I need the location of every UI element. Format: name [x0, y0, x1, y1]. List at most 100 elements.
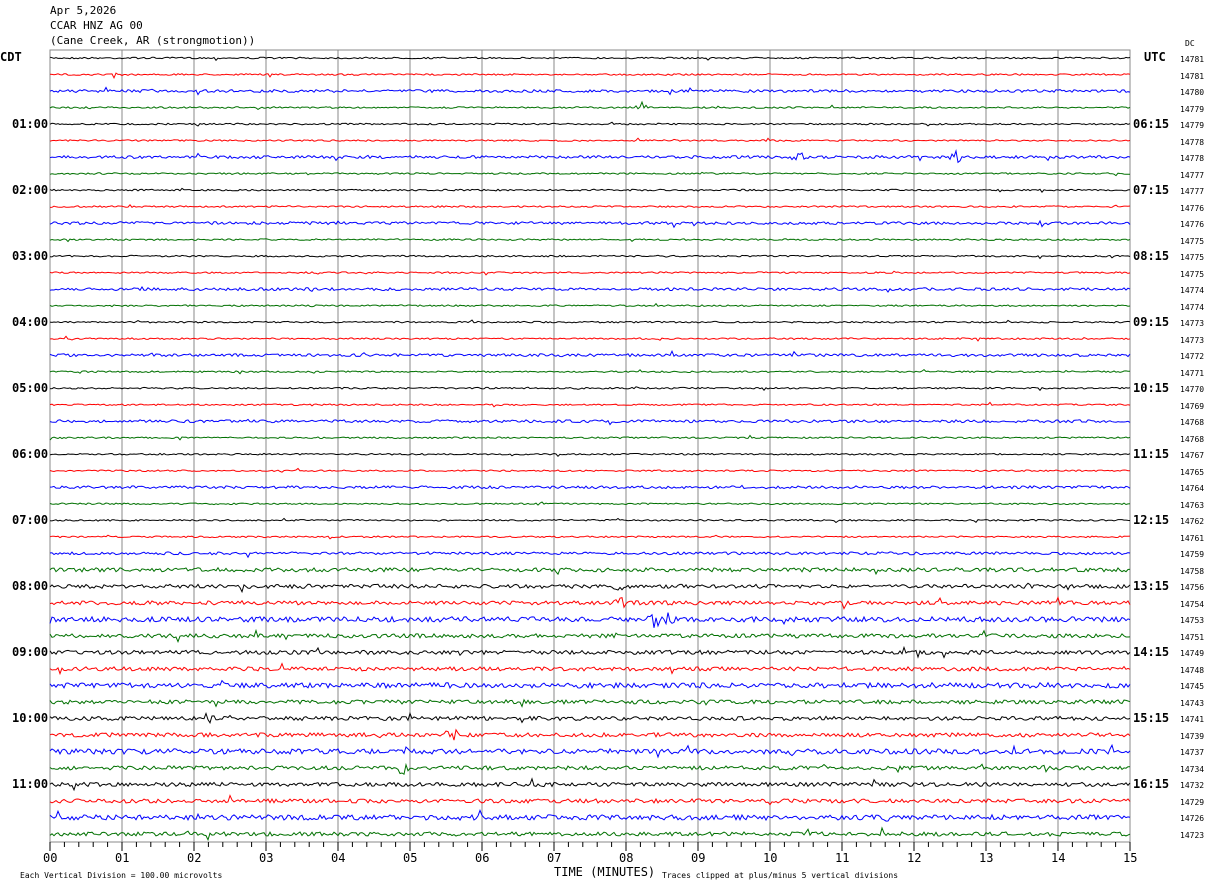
seismic-trace: [49, 238, 1131, 243]
dc-value: 14773: [1180, 319, 1205, 329]
cdt-hour-label: 08:00: [12, 579, 49, 594]
dc-label: DC: [1185, 39, 1195, 48]
seismic-trace: [49, 794, 1131, 806]
cdt-hour-label: 10:00: [12, 711, 49, 726]
dc-value: 14770: [1180, 385, 1205, 395]
x-tick-label: 09: [691, 851, 706, 865]
station-location: (Cane Creek, AR (strongmotion)): [50, 34, 256, 47]
dc-value: 14768: [1180, 434, 1205, 444]
seismic-trace: [49, 534, 1131, 540]
cdt-hour-label: 02:00: [12, 183, 49, 198]
cdt-hour-label: 09:00: [12, 645, 49, 660]
dc-value: 14756: [1180, 583, 1205, 593]
utc-hour-label: 08:15: [1133, 249, 1170, 264]
utc-hour-label: 07:15: [1133, 183, 1170, 198]
seismic-trace: [49, 628, 1131, 643]
x-tick-label: 14: [1051, 851, 1066, 865]
x-tick-label: 03: [259, 851, 274, 865]
date: Apr 5,2026: [50, 4, 117, 17]
dc-value: 14777: [1180, 170, 1205, 180]
dc-value: 14779: [1180, 104, 1205, 114]
cdt-hour-label: 04:00: [12, 315, 49, 330]
seismic-trace: [49, 319, 1131, 324]
seismic-trace: [49, 612, 1131, 628]
dc-value: 14764: [1180, 484, 1205, 494]
right-timezone: UTC: [1144, 50, 1166, 64]
seismic-trace: [49, 743, 1131, 759]
x-tick-label: 10: [763, 851, 778, 865]
utc-hour-label: 06:15: [1133, 117, 1170, 132]
dc-value: 14741: [1180, 715, 1205, 725]
seismic-trace: [49, 72, 1131, 79]
dc-value: 14781: [1180, 71, 1205, 81]
cdt-hour-label: 11:00: [12, 777, 49, 792]
dc-value: 14779: [1180, 121, 1205, 131]
x-tick-label: 13: [979, 851, 994, 865]
seismic-trace: [49, 121, 1131, 127]
dc-value: 14759: [1180, 550, 1205, 560]
plot-frame: [49, 49, 1131, 843]
dc-value: 14781: [1180, 55, 1205, 64]
x-axis-title: TIME (MINUTES): [554, 865, 656, 879]
dc-value: 14768: [1180, 418, 1205, 428]
cdt-hour-label: 05:00: [12, 381, 49, 396]
seismic-trace: [49, 551, 1131, 559]
dc-value: 14729: [1180, 797, 1205, 807]
dc-value: 14774: [1180, 302, 1205, 312]
seismic-trace: [49, 56, 1131, 62]
dc-value: 14762: [1180, 517, 1205, 527]
cdt-hour-label: 01:00: [12, 117, 49, 132]
seismic-trace: [49, 100, 1131, 111]
utc-hour-label: 11:15: [1133, 447, 1170, 462]
seismic-trace: [49, 171, 1130, 177]
x-tick-label: 11: [835, 851, 850, 865]
seismic-trace: [49, 826, 1131, 842]
seismic-trace: [49, 254, 1131, 260]
dc-value: 14745: [1180, 682, 1205, 692]
dc-value: 14723: [1180, 830, 1205, 840]
seismic-trace: [49, 434, 1131, 441]
utc-hour-label: 16:15: [1133, 777, 1170, 792]
dc-value: 14739: [1180, 731, 1205, 741]
left-timezone: CDT: [0, 50, 22, 64]
dc-value: 14780: [1180, 88, 1205, 98]
dc-value: 14776: [1180, 203, 1205, 213]
dc-value: 14726: [1180, 814, 1205, 824]
seismic-trace: [49, 219, 1131, 229]
dc-value: 14758: [1180, 566, 1205, 576]
seismic-trace: [49, 728, 1131, 741]
seismic-trace: [49, 809, 1131, 822]
seismic-trace: [49, 270, 1131, 276]
dc-value: 14754: [1180, 599, 1205, 609]
x-tick-label: 04: [331, 851, 346, 865]
dc-value: 14778: [1180, 137, 1205, 147]
seismic-trace: [49, 349, 1131, 358]
seismic-trace: [49, 679, 1131, 690]
dc-value: 14751: [1180, 632, 1205, 642]
seismic-trace: [49, 204, 1131, 208]
dc-value: 14765: [1180, 467, 1205, 477]
seismic-trace: [49, 401, 1131, 408]
x-tick-label: 15: [1123, 851, 1138, 865]
dc-value: 14734: [1180, 764, 1205, 774]
scale-note: Each Vertical Division = 100.00 microvol…: [20, 871, 223, 880]
seismic-trace: [49, 582, 1131, 594]
seismic-trace: [49, 467, 1130, 473]
x-tick-label: 06: [475, 851, 490, 865]
seismic-trace: [49, 368, 1130, 375]
utc-hour-label: 14:15: [1133, 645, 1170, 660]
x-tick-label: 07: [547, 851, 562, 865]
dc-value: 14737: [1180, 748, 1205, 758]
seismic-trace: [49, 698, 1131, 708]
dc-value: 14777: [1180, 187, 1205, 197]
x-tick-label: 02: [187, 851, 202, 865]
seismic-trace: [49, 302, 1131, 308]
dc-value: 14771: [1180, 368, 1205, 378]
seismic-trace: [49, 386, 1131, 392]
dc-value: 14772: [1180, 352, 1205, 362]
seismic-trace: [49, 86, 1131, 96]
dc-value: 14748: [1180, 665, 1205, 675]
dc-value: 14767: [1180, 451, 1205, 461]
dc-value: 14775: [1180, 236, 1205, 246]
